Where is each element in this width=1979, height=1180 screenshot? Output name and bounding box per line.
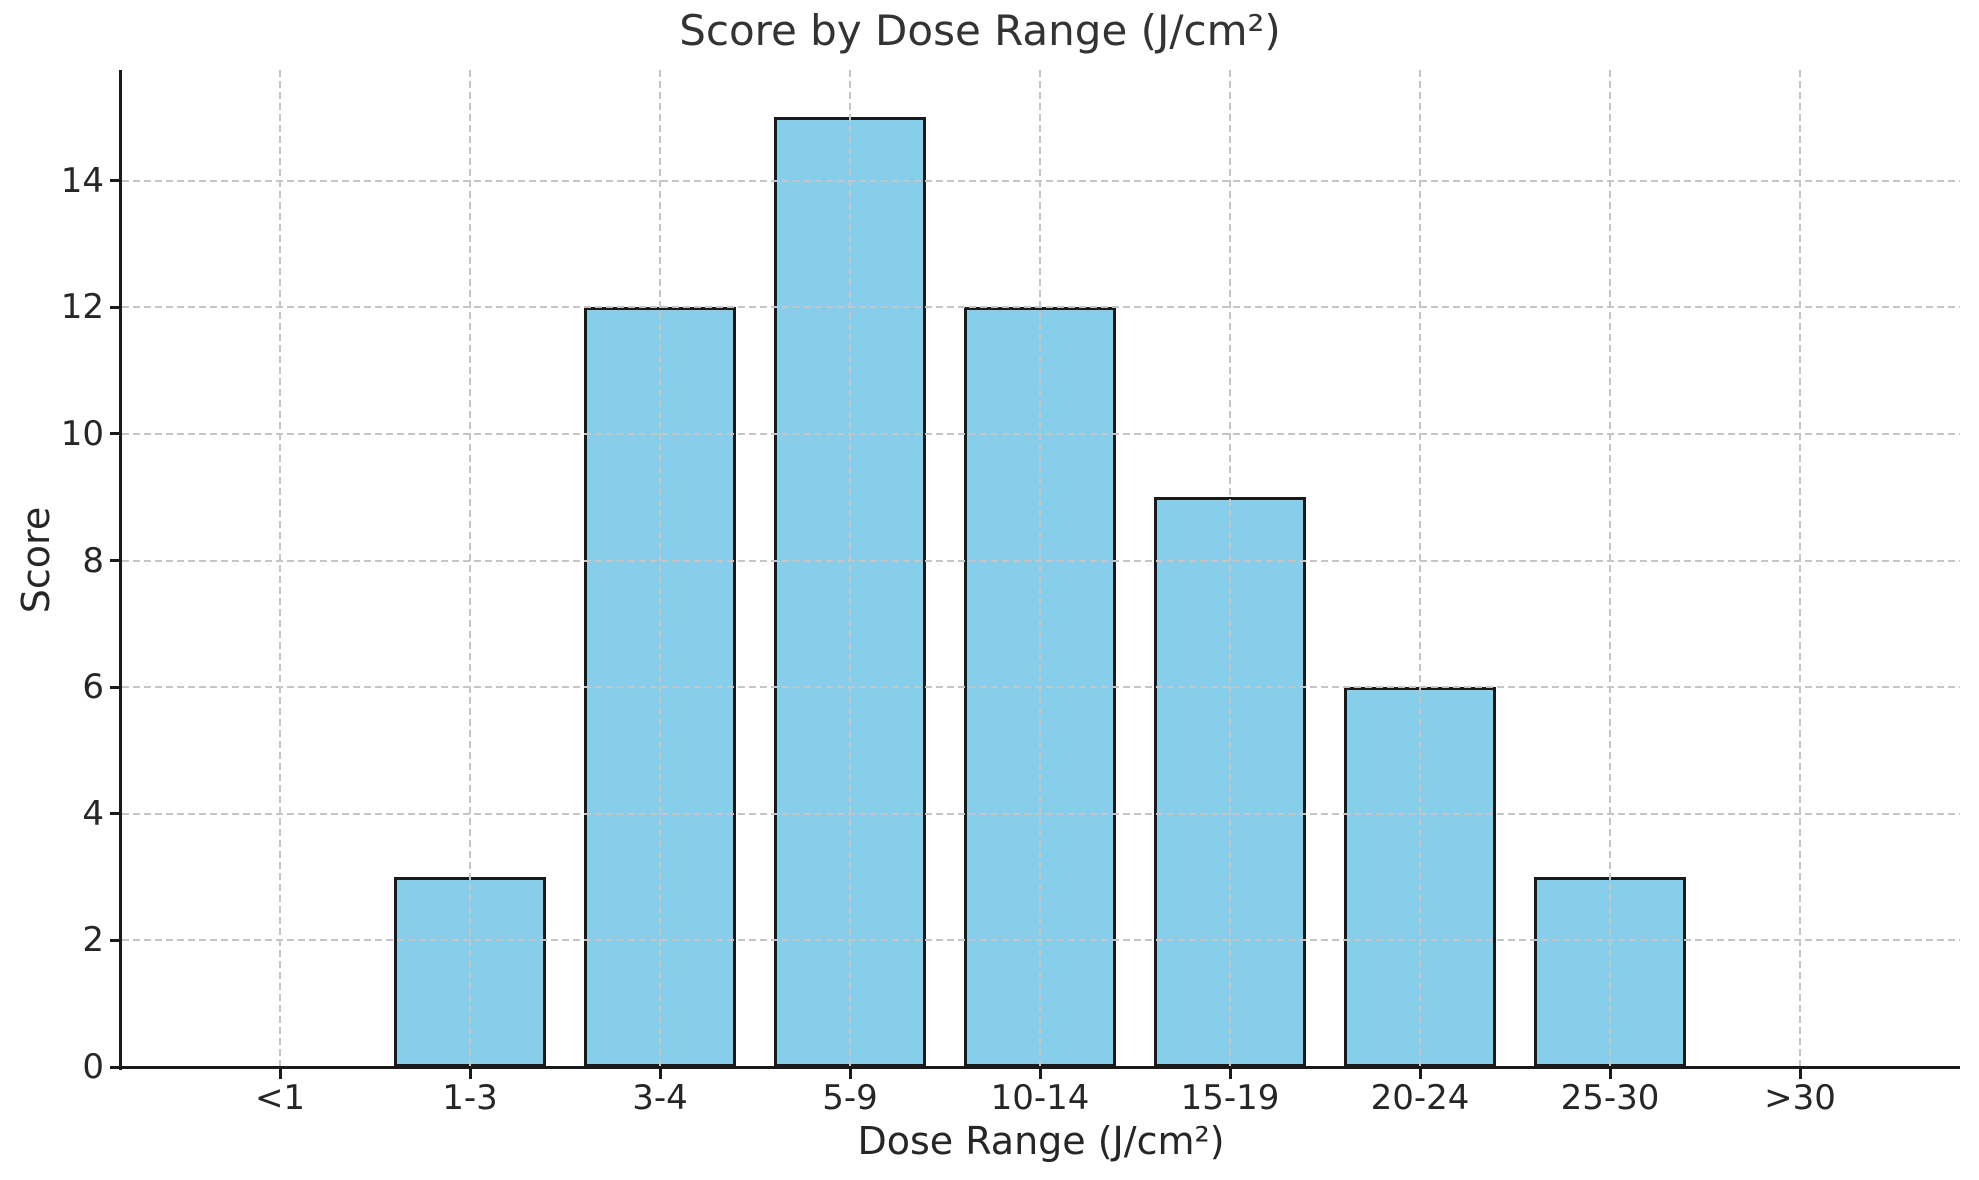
y-tick-mark-6 xyxy=(110,685,122,689)
x-tick-mark->30 xyxy=(1798,1068,1802,1079)
y-tick-mark-10 xyxy=(110,432,122,436)
x-tick-mark-15-19 xyxy=(1228,1068,1232,1079)
x-gridline->30 xyxy=(1799,70,1801,1067)
x-gridline-<1 xyxy=(279,70,281,1067)
x-gridline-10-14 xyxy=(1039,70,1041,1067)
y-tick-mark-8 xyxy=(110,559,122,563)
y-tick-mark-14 xyxy=(110,179,122,183)
y-gridline-14 xyxy=(122,179,1960,182)
x-gridline-1-3 xyxy=(469,70,471,1067)
x-tick-label-15-19: 15-19 xyxy=(1180,1078,1280,1118)
x-tick-mark-10-14 xyxy=(1038,1068,1042,1079)
y-tick-mark-0 xyxy=(110,1065,122,1069)
y-tick-label-14: 14 xyxy=(60,160,104,201)
x-tick-label-3-4: 3-4 xyxy=(632,1078,688,1118)
y-gridline-12 xyxy=(122,306,1960,309)
y-tick-label-4: 4 xyxy=(82,793,104,834)
x-tick-mark-20-24 xyxy=(1418,1068,1422,1079)
x-gridline-3-4 xyxy=(659,70,661,1067)
y-tick-label-0: 0 xyxy=(82,1047,104,1087)
y-gridline-6 xyxy=(122,686,1960,689)
y-tick-label-6: 6 xyxy=(82,667,104,708)
y-tick-label-2: 2 xyxy=(82,920,104,961)
y-tick-label-10: 10 xyxy=(60,413,104,454)
x-gridline-25-30 xyxy=(1609,70,1611,1067)
y-gridline-10 xyxy=(122,432,1960,435)
x-axis-spine xyxy=(119,1066,1960,1069)
x-tick-label-5-9: 5-9 xyxy=(822,1078,878,1118)
x-gridline-5-9 xyxy=(849,70,851,1067)
x-tick-label-20-24: 20-24 xyxy=(1370,1078,1470,1118)
x-tick-label-10-14: 10-14 xyxy=(990,1078,1090,1118)
x-tick-mark-25-30 xyxy=(1608,1068,1612,1079)
y-tick-mark-2 xyxy=(110,938,122,942)
y-tick-mark-4 xyxy=(110,812,122,816)
x-axis-label: Dose Range (J/cm²) xyxy=(857,1119,1225,1163)
x-gridline-20-24 xyxy=(1419,70,1421,1067)
y-gridline-2 xyxy=(122,939,1960,942)
y-gridline-8 xyxy=(122,559,1960,562)
x-tick-label-1-3: 1-3 xyxy=(442,1078,498,1118)
y-tick-label-12: 12 xyxy=(60,287,104,328)
y-tick-mark-12 xyxy=(110,305,122,309)
x-tick-mark-3-4 xyxy=(658,1068,662,1079)
x-tick-label-25-30: 25-30 xyxy=(1560,1078,1660,1118)
y-gridline-4 xyxy=(122,812,1960,815)
x-tick-label->30: >30 xyxy=(1764,1078,1836,1118)
chart-title: Score by Dose Range (J/cm²) xyxy=(679,6,1281,55)
x-tick-label-<1: <1 xyxy=(254,1078,306,1118)
x-tick-mark-5-9 xyxy=(848,1068,852,1079)
y-axis-spine xyxy=(119,70,122,1070)
y-tick-label-8: 8 xyxy=(82,540,104,581)
x-tick-mark-1-3 xyxy=(468,1068,472,1079)
x-gridline-15-19 xyxy=(1229,70,1231,1067)
x-tick-mark-<1 xyxy=(278,1068,282,1079)
